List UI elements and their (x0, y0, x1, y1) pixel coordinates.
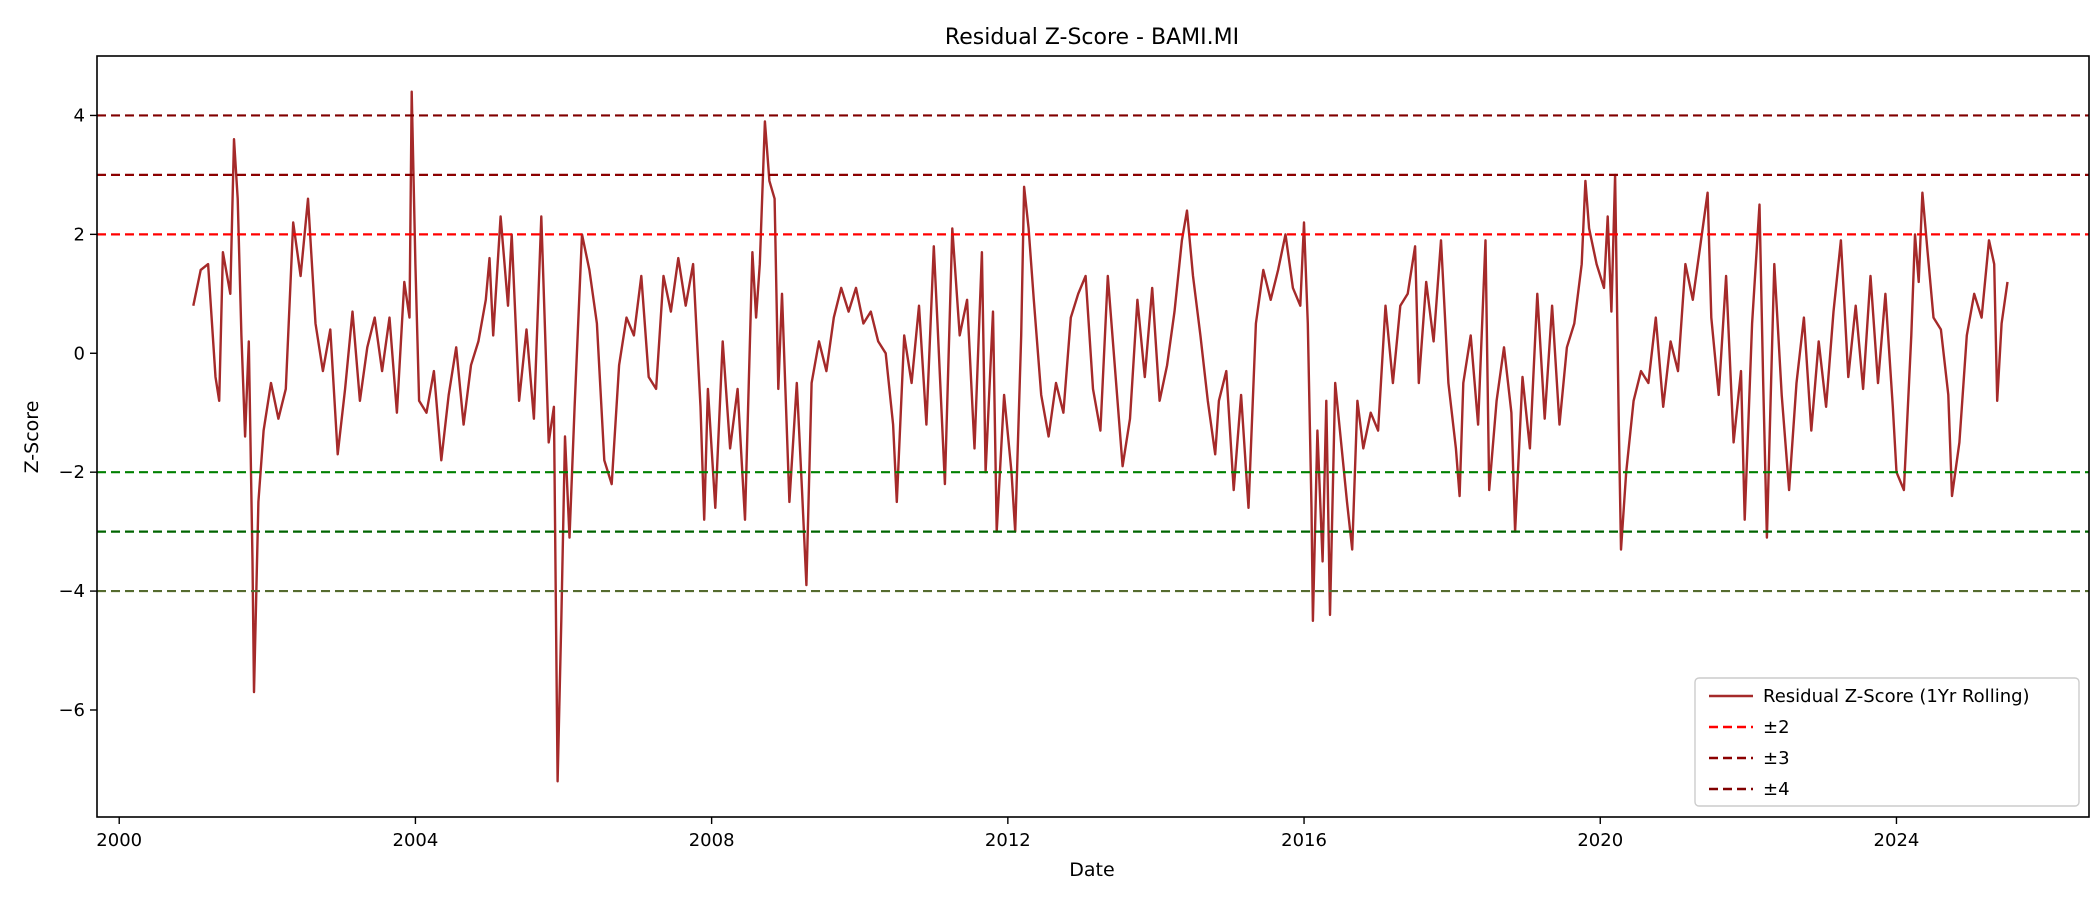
x-tick-label: 2024 (1874, 830, 1920, 851)
y-tick-label: 4 (74, 105, 85, 126)
residual-z-score-line (192, 90, 2009, 783)
plot-frame (96, 55, 2090, 818)
x-tick-label: 2016 (1281, 830, 1327, 851)
x-tick-label: 2000 (96, 830, 142, 851)
x-tick-label: 2020 (1577, 830, 1623, 851)
y-tick-label: 2 (74, 224, 85, 245)
legend: Residual Z-Score (1Yr Rolling) ±2 ±3 ±4 (1694, 677, 2080, 807)
y-axis-label: Z-Score (21, 401, 43, 474)
legend-label: ±4 (1763, 779, 1790, 800)
x-tick-label: 2004 (393, 830, 439, 851)
y-tick-label: −2 (58, 462, 85, 483)
legend-label: ±3 (1763, 748, 1790, 769)
x-tick-label: 2008 (689, 830, 735, 851)
chart-title: Residual Z-Score - BAMI.MI (945, 25, 1239, 50)
x-tick-label: 2012 (985, 830, 1031, 851)
y-tick-label: −4 (58, 581, 85, 602)
y-tick-label: −6 (58, 700, 85, 721)
y-tick-label: 0 (74, 343, 85, 364)
legend-label: ±2 (1763, 717, 1790, 738)
x-axis-label: Date (1069, 859, 1114, 881)
legend-label: Residual Z-Score (1Yr Rolling) (1763, 686, 2030, 707)
legend-box (1694, 677, 2080, 807)
